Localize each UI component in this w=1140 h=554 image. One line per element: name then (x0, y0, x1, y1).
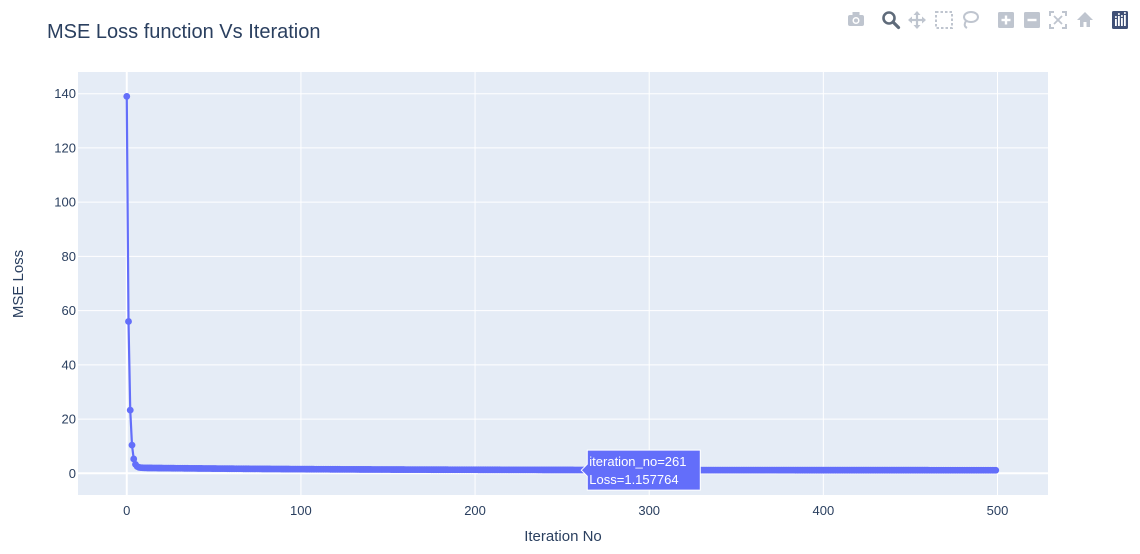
data-point[interactable] (126, 406, 134, 414)
tooltip-iteration: iteration_no=261 (589, 454, 686, 469)
y-tick-label: 60 (62, 303, 76, 318)
zoom-in-icon[interactable] (995, 9, 1017, 31)
pan-icon[interactable] (906, 9, 928, 31)
camera-icon[interactable] (845, 9, 867, 31)
zoom-handle (891, 20, 901, 30)
logo-bar (1115, 19, 1117, 26)
x-tick-label: 100 (290, 503, 312, 518)
x-tick-label: 500 (987, 503, 1009, 518)
lasso-loop (963, 11, 979, 23)
logo-dot (1117, 13, 1120, 15)
zoom-out-icon[interactable] (1021, 9, 1043, 31)
y-tick-label: 20 (62, 412, 76, 427)
data-point[interactable] (128, 441, 136, 449)
lasso-tail (963, 20, 968, 29)
lasso-select-icon[interactable] (959, 9, 981, 31)
logo-bar (1121, 18, 1123, 26)
series-loss[interactable] (123, 93, 1000, 474)
data-point[interactable] (123, 93, 131, 100)
x-tick-label: 0 (123, 503, 130, 518)
x-tick-label: 300 (638, 503, 660, 518)
reset-axes-icon[interactable] (1074, 9, 1096, 31)
logo-bar (1124, 15, 1126, 26)
autoscale-icon[interactable] (1047, 9, 1069, 31)
logo-dot (1114, 16, 1117, 18)
logo-dot (1123, 12, 1126, 14)
chart-title: MSE Loss function Vs Iteration (47, 21, 320, 43)
x-tick-label: 400 (812, 503, 834, 518)
data-point[interactable] (125, 318, 132, 325)
camera-top (852, 12, 860, 16)
x-tick-label: 200 (464, 503, 486, 518)
autoscale-diag2 (1053, 15, 1063, 25)
zoom-lens (882, 11, 896, 25)
tooltip-loss: Loss=1.157764 (589, 472, 678, 487)
pan-arrows (908, 11, 926, 29)
plotly-logo-icon[interactable] (1109, 9, 1131, 31)
y-tick-label: 120 (54, 140, 76, 155)
autoscale-corners (1049, 11, 1067, 29)
y-tick-label: 40 (62, 357, 76, 372)
y-tick-label: 80 (62, 249, 76, 264)
y-tick-label: 0 (69, 466, 76, 481)
logo-bar (1118, 16, 1120, 26)
home-shape (1077, 12, 1093, 27)
modebar (845, 9, 1131, 31)
box-select-icon[interactable] (933, 9, 955, 31)
camera-lens (854, 18, 858, 23)
axis-ticks: 0 100 200 300 400 500 0 20 40 60 80 100 120 140 (54, 86, 1008, 518)
grid-lines (78, 72, 1048, 495)
y-tick-label: 140 (54, 86, 76, 101)
hover-tooltip: iteration_no=261 Loss=1.157764 (580, 449, 701, 491)
data-point[interactable] (130, 455, 138, 463)
tooltip-box (580, 449, 701, 491)
plot-area[interactable] (78, 72, 1048, 495)
x-axis-title: Iteration No (524, 528, 602, 545)
data-point[interactable] (992, 466, 1000, 474)
zoom-icon[interactable] (880, 9, 902, 31)
y-tick-label: 100 (54, 195, 76, 210)
logo-dot (1120, 15, 1123, 17)
y-axis-title: MSE Loss (10, 250, 27, 318)
box-outline (935, 11, 953, 29)
